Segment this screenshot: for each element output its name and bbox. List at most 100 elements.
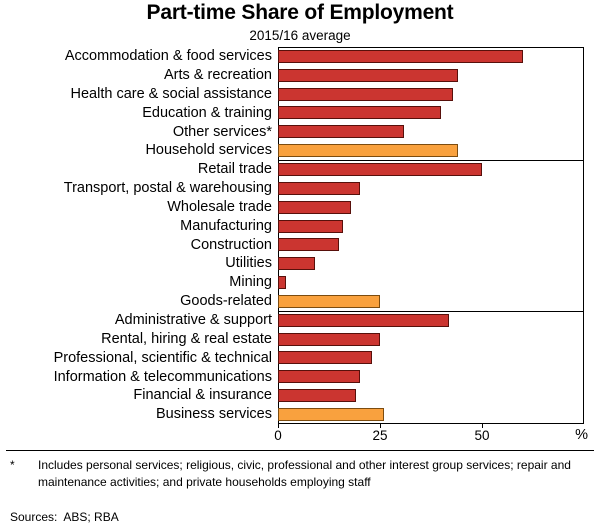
bar-cell — [278, 311, 584, 330]
category-label: Rental, hiring & real estate — [101, 330, 272, 347]
category-label: Household services — [145, 142, 272, 159]
category-label: Professional, scientific & technical — [53, 349, 272, 366]
x-axis: 0 25 50% — [274, 424, 588, 446]
detail-bar — [278, 106, 442, 120]
category-label: Business services — [155, 406, 272, 423]
bar-cell — [278, 85, 584, 104]
footnote-marker: * — [10, 458, 15, 472]
chart-row: Transport, postal & warehousing — [6, 179, 584, 198]
detail-bar — [278, 181, 360, 195]
chart-row: Arts & recreation — [6, 66, 584, 85]
footnote-text: Includes personal services; religious, c… — [38, 458, 571, 489]
bar-cell — [278, 104, 584, 123]
chart-row: Mining — [6, 273, 584, 292]
x-axis-unit-label: % — [575, 427, 588, 443]
category-label: Retail trade — [197, 161, 272, 178]
chart-row: Wholesale trade — [6, 198, 584, 217]
sources-line: Sources: ABS; RBA — [10, 510, 119, 524]
bar-cell — [278, 141, 584, 160]
category-label: Transport, postal & warehousing — [63, 180, 272, 197]
category-label: Construction — [190, 236, 272, 253]
chart-row: Business services — [6, 405, 584, 424]
category-label: Information & telecommunications — [53, 368, 272, 385]
chart-row: Utilities — [6, 254, 584, 273]
chart-row: Other services* — [6, 122, 584, 141]
bar-cell — [278, 254, 584, 273]
category-label: Utilities — [225, 255, 272, 272]
detail-bar — [278, 125, 405, 139]
category-label: Wholesale trade — [167, 198, 272, 215]
group-separator-2 — [278, 310, 584, 312]
category-label: Other services* — [172, 123, 272, 140]
chart-row: Retail trade — [6, 160, 584, 179]
category-label: Manufacturing — [180, 217, 272, 234]
detail-bar — [278, 351, 372, 365]
bar-cell — [278, 198, 584, 217]
bar-cell — [278, 179, 584, 198]
chart-row: Construction — [6, 235, 584, 254]
group-separator-1 — [278, 160, 584, 162]
chart-row: Information & telecommunications — [6, 367, 584, 386]
bar-cell — [278, 405, 584, 424]
detail-bar — [278, 219, 344, 233]
chart-row: Manufacturing — [6, 217, 584, 236]
chart-row: Financial & insurance — [6, 386, 584, 405]
bar-cell — [278, 292, 584, 311]
detail-bar — [278, 332, 380, 346]
detail-bar — [278, 238, 340, 252]
detail-bar — [278, 276, 287, 290]
plot-area: Accommodation & food services Arts & recr… — [6, 47, 584, 424]
category-label: Health care & social assistance — [70, 85, 273, 102]
chart-row: Goods-related — [6, 292, 584, 311]
chart-row: Administrative & support — [6, 311, 584, 330]
x-tick-mark — [482, 424, 483, 428]
chart-row: Education & training — [6, 104, 584, 123]
detail-bar — [278, 162, 482, 176]
bar-cell — [278, 349, 584, 368]
detail-bar — [278, 370, 360, 384]
bar-cell — [278, 160, 584, 179]
chart-row: Health care & social assistance — [6, 85, 584, 104]
category-label: Goods-related — [180, 293, 272, 310]
detail-bar — [278, 257, 315, 271]
bar-cell — [278, 330, 584, 349]
category-label: Mining — [229, 274, 272, 291]
category-label: Financial & insurance — [133, 387, 272, 404]
footnote-divider — [6, 450, 594, 451]
chart-subtitle: 2015/16 average — [249, 28, 351, 43]
detail-bar — [278, 200, 352, 214]
bar-cell — [278, 367, 584, 386]
bar-cell — [278, 217, 584, 236]
chart-row: Rental, hiring & real estate — [6, 330, 584, 349]
chart-rows: Accommodation & food services Arts & recr… — [6, 47, 584, 424]
bar-cell — [278, 66, 584, 85]
category-label: Education & training — [142, 104, 272, 121]
chart-row: Household services — [6, 141, 584, 160]
detail-bar — [278, 389, 356, 403]
bar-cell — [278, 122, 584, 141]
x-tick-mark — [380, 424, 381, 428]
chart-row: Professional, scientific & technical — [6, 349, 584, 368]
x-tick-label: 0 — [274, 428, 282, 443]
summary-bar — [278, 294, 380, 308]
summary-bar — [278, 144, 458, 158]
chart-row: Accommodation & food services — [6, 47, 584, 66]
x-tick-mark — [278, 424, 279, 428]
bar-cell — [278, 47, 584, 66]
plot-frame — [278, 47, 584, 424]
detail-bar — [278, 87, 454, 101]
x-tick-label: 25 — [372, 428, 388, 443]
category-label: Arts & recreation — [164, 67, 272, 84]
bar-cell — [278, 235, 584, 254]
detail-bar — [278, 68, 458, 82]
summary-bar — [278, 407, 385, 421]
category-label: Administrative & support — [114, 311, 272, 328]
bar-cell — [278, 386, 584, 405]
category-label: Accommodation & food services — [64, 48, 272, 65]
bar-cell — [278, 273, 584, 292]
detail-bar — [278, 313, 450, 327]
chart-title: Part-time Share of Employment — [146, 1, 454, 24]
detail-bar — [278, 49, 523, 63]
footnote: * Includes personal services; religious,… — [10, 457, 586, 490]
